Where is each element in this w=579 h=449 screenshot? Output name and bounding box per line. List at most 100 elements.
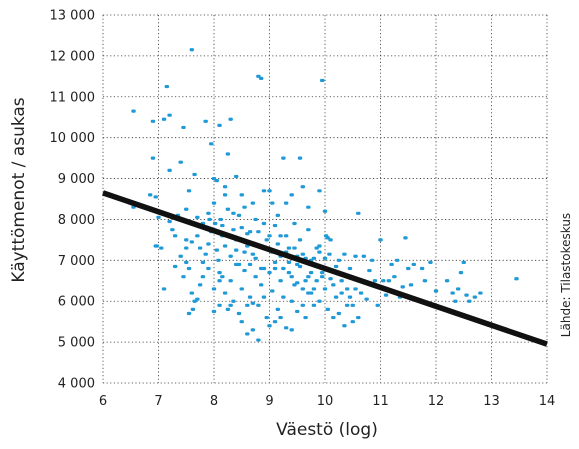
data-point — [289, 275, 294, 279]
data-point — [214, 248, 219, 252]
data-point — [428, 260, 433, 264]
data-point — [272, 320, 278, 324]
x-tick-label: 11 — [372, 394, 389, 409]
data-point — [256, 303, 261, 307]
data-point — [172, 234, 178, 238]
data-point — [419, 266, 425, 271]
data-point — [267, 271, 272, 275]
data-point — [184, 238, 189, 242]
trendline — [102, 190, 548, 347]
x-axis-ticks: 6 7 8 9 10 11 12 13 14 — [99, 394, 555, 409]
data-point — [247, 295, 253, 299]
data-point — [270, 289, 275, 293]
data-point — [261, 266, 267, 271]
source-note: Lähde: Tilastokeskus — [559, 213, 573, 337]
data-point — [206, 211, 211, 215]
data-point — [258, 76, 264, 80]
data-point — [339, 279, 344, 283]
data-point — [214, 179, 219, 183]
data-point — [283, 326, 289, 330]
data-point — [422, 279, 428, 283]
data-point — [211, 201, 217, 205]
data-point — [220, 275, 225, 279]
data-point — [328, 277, 333, 281]
data-point — [222, 291, 228, 295]
data-point — [514, 277, 519, 281]
data-point — [161, 287, 167, 291]
data-point — [400, 285, 405, 289]
data-point — [317, 189, 322, 193]
data-point — [458, 271, 464, 275]
data-point — [250, 201, 256, 205]
data-point — [250, 252, 256, 256]
data-point — [339, 291, 344, 295]
data-point — [289, 328, 294, 332]
x-tick-label: 14 — [539, 394, 556, 409]
data-point — [211, 287, 217, 291]
data-point — [228, 254, 233, 258]
data-point — [258, 283, 264, 287]
data-point — [178, 160, 183, 164]
data-point — [311, 287, 317, 291]
data-point — [217, 123, 222, 127]
data-point — [300, 303, 305, 307]
data-point — [306, 291, 311, 295]
data-point — [207, 217, 212, 222]
data-point — [228, 117, 233, 121]
data-point — [286, 271, 292, 275]
data-point — [195, 234, 200, 238]
data-point — [314, 279, 319, 283]
data-point — [322, 256, 328, 260]
y-tick-label: 8 000 — [58, 213, 95, 228]
data-point — [286, 246, 292, 250]
data-point — [295, 262, 300, 267]
data-point — [322, 209, 328, 213]
data-point — [242, 250, 247, 254]
data-point — [222, 244, 228, 248]
data-point — [275, 213, 281, 217]
data-point — [325, 307, 330, 311]
data-point — [361, 254, 367, 258]
data-point — [216, 258, 221, 262]
data-point — [250, 328, 256, 332]
y-tick-label: 5 000 — [58, 336, 95, 351]
data-point — [295, 281, 300, 285]
data-point — [222, 185, 228, 189]
data-point — [186, 311, 192, 316]
data-point — [272, 260, 278, 264]
data-point — [190, 307, 196, 311]
data-point — [197, 283, 203, 287]
data-point — [320, 271, 325, 275]
data-point — [336, 258, 342, 262]
data-point — [181, 125, 186, 130]
data-point — [264, 238, 269, 242]
data-point — [239, 226, 244, 230]
x-tick-label: 6 — [99, 394, 107, 409]
data-point — [206, 266, 211, 271]
data-point — [328, 238, 333, 242]
data-point — [186, 189, 192, 193]
x-tick-label: 10 — [317, 394, 334, 409]
trend-line — [102, 190, 548, 347]
data-point — [231, 228, 236, 232]
data-point — [317, 250, 322, 254]
x-tick-label: 7 — [154, 394, 162, 409]
data-point — [311, 256, 317, 260]
data-point — [403, 236, 408, 240]
data-point — [278, 279, 283, 283]
data-point — [369, 258, 375, 262]
data-point — [272, 223, 278, 228]
data-point — [261, 221, 267, 226]
data-point — [206, 242, 211, 246]
data-point — [300, 252, 305, 256]
data-point — [164, 84, 170, 89]
y-tick-label: 11 000 — [50, 90, 96, 105]
data-point — [467, 299, 472, 303]
data-point — [406, 266, 411, 271]
data-point — [297, 238, 303, 242]
data-point — [203, 252, 208, 256]
data-point — [217, 279, 222, 283]
data-point — [333, 264, 339, 269]
data-point — [189, 240, 194, 244]
